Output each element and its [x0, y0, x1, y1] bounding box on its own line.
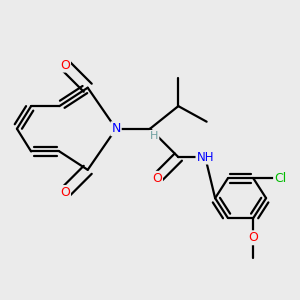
Text: H: H [150, 131, 158, 141]
Text: O: O [60, 58, 70, 72]
Text: Cl: Cl [274, 172, 286, 185]
Text: O: O [60, 186, 70, 199]
Text: O: O [152, 172, 162, 185]
Text: O: O [248, 231, 258, 244]
Text: N: N [111, 122, 121, 135]
Text: NH: NH [196, 151, 214, 164]
